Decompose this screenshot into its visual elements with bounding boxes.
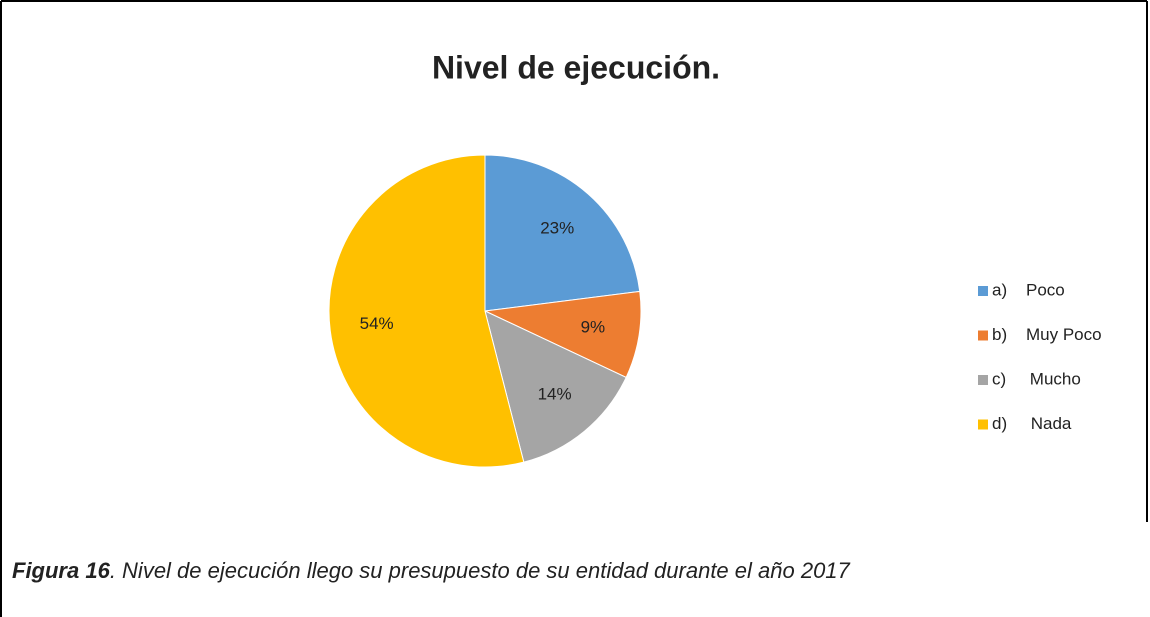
caption-number: Figura 16 xyxy=(12,558,111,583)
data-label: 23% xyxy=(540,219,574,238)
legend-swatch xyxy=(978,419,988,430)
legend-label: a) Poco xyxy=(992,280,1065,299)
legend-swatch xyxy=(978,375,988,385)
caption: Figura 16. Nivel de ejecución llego su p… xyxy=(12,558,851,583)
chart-title: Nivel de ejecución. xyxy=(432,49,720,85)
legend-swatch xyxy=(978,330,988,341)
legend-swatch xyxy=(978,286,988,296)
data-label: 54% xyxy=(360,314,394,333)
pie-slice xyxy=(484,310,627,463)
data-label: 9% xyxy=(581,318,606,337)
legend-label: c) Mucho xyxy=(992,369,1081,388)
legend-label: b) Muy Poco xyxy=(992,325,1102,344)
caption-text: . Nivel de ejecución llego su presupuest… xyxy=(110,558,851,583)
pie-slice xyxy=(484,154,641,312)
data-label: 14% xyxy=(538,385,572,404)
pie-slice xyxy=(328,154,525,468)
pie-slice xyxy=(483,290,642,379)
legend-label: d) Nada xyxy=(992,414,1072,433)
